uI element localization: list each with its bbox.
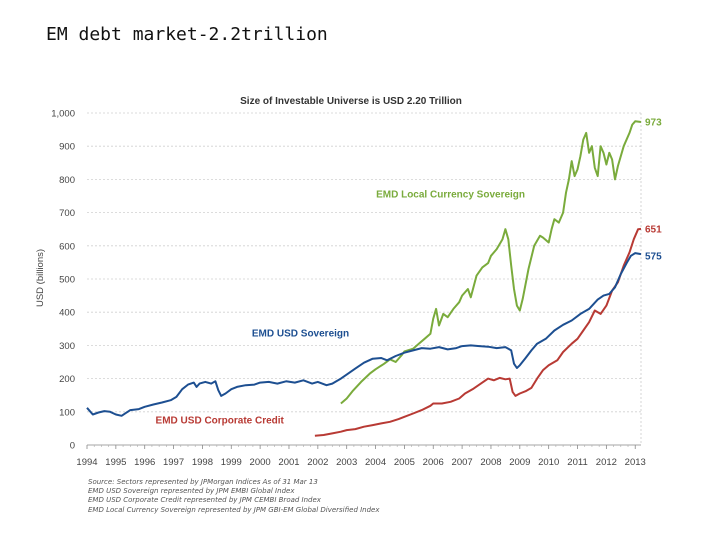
grid-layer [86,112,642,449]
series-line [86,252,642,417]
y-tick-label: 800 [59,175,75,186]
x-tick-label: 1997 [163,457,184,468]
series-layer [86,120,642,437]
source-note: Source: Sectors represented by JPMorgan … [88,478,318,486]
y-tick-label: 700 [59,208,75,219]
source-notes: Source: Sectors represented by JPMorgan … [88,478,380,515]
series-inline-label: EMD Local Currency Sovereign [376,190,525,201]
series-end-label: 973 [645,117,662,128]
slide-title: EM debt market-2.2trillion [46,24,328,45]
x-tick-label: 1995 [105,457,126,468]
x-tick-label: 2008 [480,457,501,468]
x-tick-label: 2004 [365,457,386,468]
y-tick-label: 200 [59,374,75,385]
series-end-label: 651 [645,224,662,235]
y-tick-label: 100 [59,407,75,418]
series-end-label: 575 [645,252,662,263]
source-note: EMD USD Sovereign represented by JPM EMB… [88,487,295,496]
y-tick-label: 1,000 [51,109,75,120]
series-inline-label: EMD USD Corporate Credit [156,415,285,426]
y-tick-label: 900 [59,142,75,153]
y-axis-label: USD (billions) [35,249,46,307]
y-tick-labels: 0 100 200 300 400 500 600 700 800 900 1,000 [51,109,75,452]
x-tick-label: 1998 [192,457,213,468]
x-tick-label: 2012 [596,457,617,468]
series-inline-label: EMD USD Sovereign [252,328,349,339]
source-note: EMD Local Currency Sovereign represented… [88,505,380,514]
x-tick-labels: 1994 1995 1996 1997 1998 1999 2000 2001 2002 2003… [76,457,645,468]
x-tick-label: 2003 [336,457,357,468]
chart-title: Size of Investable Universe is USD 2.20 … [240,96,462,107]
y-tick-label: 300 [59,341,75,352]
y-tick-label: 600 [59,241,75,252]
x-tick-label: 2005 [394,457,415,468]
x-tick-label: 1999 [221,457,242,468]
x-tick-label: 2000 [250,457,271,468]
x-tick-label: 2013 [625,457,646,468]
y-tick-label: 400 [59,308,75,319]
series-labels: 973 651 575 EMD Local Currency Sovereign EMD… [156,117,663,426]
x-tick-label: 2002 [307,457,328,468]
source-note: EMD USD Corporate Credit represented by … [88,496,321,505]
x-tick-label: 2010 [538,457,559,468]
series-line [340,120,642,405]
series-line [314,227,642,437]
x-tick-label: 1994 [76,457,97,468]
y-tick-label: 500 [59,275,75,286]
x-tick-label: 2009 [509,457,530,468]
x-tick-label: 2007 [452,457,473,468]
x-tick-label: 2001 [278,457,299,468]
y-tick-label: 0 [70,441,75,452]
x-tick-label: 2011 [567,457,587,468]
x-tick-label: 1996 [134,457,155,468]
x-tick-label: 2006 [423,457,444,468]
